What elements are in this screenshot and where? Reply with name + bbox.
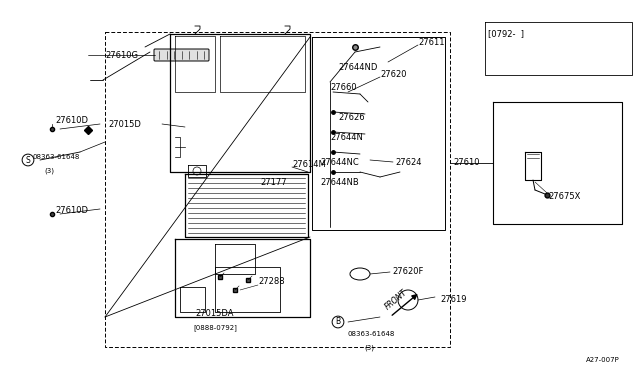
Text: FRONT: FRONT xyxy=(383,288,409,312)
Text: (3): (3) xyxy=(364,345,374,351)
Text: 27177: 27177 xyxy=(260,177,287,186)
Text: 27610D: 27610D xyxy=(55,115,88,125)
Text: 27644N: 27644N xyxy=(330,132,363,141)
Text: 27660: 27660 xyxy=(330,83,356,92)
Text: 27610: 27610 xyxy=(453,157,479,167)
Text: A27-007P: A27-007P xyxy=(586,357,620,363)
Text: 27624: 27624 xyxy=(395,157,422,167)
Text: 08363-61648: 08363-61648 xyxy=(348,331,396,337)
Text: 27614M: 27614M xyxy=(292,160,326,169)
Text: B: B xyxy=(335,317,340,327)
Text: (3): (3) xyxy=(44,168,54,174)
Text: 27015D: 27015D xyxy=(108,119,141,128)
Text: [0792-  ]: [0792- ] xyxy=(488,29,524,38)
Text: 27626: 27626 xyxy=(338,112,365,122)
Text: 27619: 27619 xyxy=(440,295,467,305)
Text: S: S xyxy=(26,155,30,164)
FancyBboxPatch shape xyxy=(154,49,209,61)
Text: 27644NC: 27644NC xyxy=(320,157,359,167)
Text: 27015DA: 27015DA xyxy=(195,310,234,318)
Text: 27620F: 27620F xyxy=(392,267,424,276)
Text: 27288: 27288 xyxy=(258,278,285,286)
Text: 27675X: 27675X xyxy=(548,192,580,201)
Text: 27611: 27611 xyxy=(418,38,445,46)
Text: 27644NB: 27644NB xyxy=(320,177,359,186)
Text: 08363-61648: 08363-61648 xyxy=(32,154,79,160)
Text: 27644ND: 27644ND xyxy=(338,62,378,71)
Text: 27610D: 27610D xyxy=(55,205,88,215)
Text: 27620: 27620 xyxy=(380,70,406,78)
Text: 27610G: 27610G xyxy=(105,51,138,60)
Text: [0888-0792]: [0888-0792] xyxy=(193,325,237,331)
